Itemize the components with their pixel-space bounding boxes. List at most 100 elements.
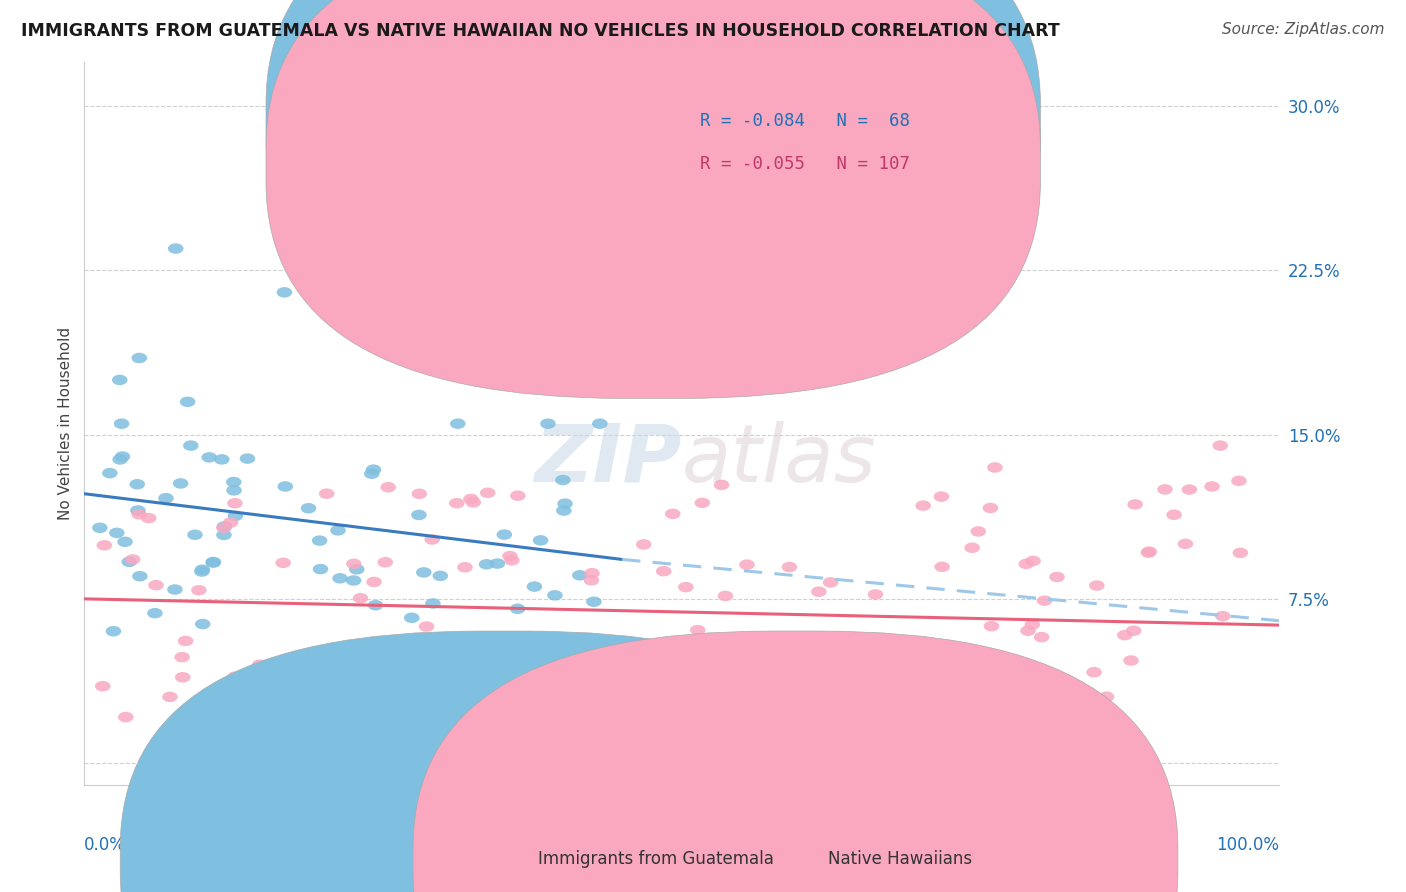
Ellipse shape bbox=[167, 244, 183, 254]
Ellipse shape bbox=[555, 505, 572, 516]
Ellipse shape bbox=[1090, 581, 1105, 591]
Ellipse shape bbox=[592, 418, 607, 429]
Ellipse shape bbox=[915, 500, 931, 511]
FancyBboxPatch shape bbox=[266, 0, 1040, 399]
Ellipse shape bbox=[239, 453, 256, 464]
Ellipse shape bbox=[319, 489, 335, 499]
Ellipse shape bbox=[174, 652, 190, 663]
Ellipse shape bbox=[224, 517, 239, 528]
Ellipse shape bbox=[252, 659, 267, 670]
Ellipse shape bbox=[121, 557, 136, 567]
Ellipse shape bbox=[457, 562, 472, 573]
Ellipse shape bbox=[572, 708, 588, 719]
Ellipse shape bbox=[1049, 572, 1064, 582]
Ellipse shape bbox=[159, 493, 174, 503]
Ellipse shape bbox=[1178, 539, 1194, 549]
Ellipse shape bbox=[661, 675, 676, 686]
Ellipse shape bbox=[183, 441, 198, 450]
Ellipse shape bbox=[125, 554, 141, 565]
Ellipse shape bbox=[349, 564, 364, 574]
Ellipse shape bbox=[416, 567, 432, 578]
Ellipse shape bbox=[277, 287, 292, 298]
Ellipse shape bbox=[437, 643, 453, 654]
Ellipse shape bbox=[1215, 611, 1230, 622]
Ellipse shape bbox=[217, 521, 232, 532]
Ellipse shape bbox=[214, 454, 229, 465]
Ellipse shape bbox=[827, 713, 842, 723]
Ellipse shape bbox=[479, 559, 495, 570]
Ellipse shape bbox=[1205, 481, 1220, 491]
FancyBboxPatch shape bbox=[610, 91, 921, 193]
Ellipse shape bbox=[132, 571, 148, 582]
Ellipse shape bbox=[256, 690, 271, 701]
Ellipse shape bbox=[112, 375, 128, 385]
Ellipse shape bbox=[1157, 484, 1173, 495]
Ellipse shape bbox=[586, 597, 602, 607]
Ellipse shape bbox=[465, 637, 481, 648]
Ellipse shape bbox=[1142, 547, 1157, 557]
Text: atlas: atlas bbox=[682, 421, 877, 499]
Ellipse shape bbox=[823, 577, 838, 588]
Ellipse shape bbox=[346, 558, 361, 569]
Ellipse shape bbox=[228, 498, 243, 508]
Ellipse shape bbox=[1126, 625, 1142, 636]
Ellipse shape bbox=[1021, 625, 1036, 636]
Ellipse shape bbox=[312, 535, 328, 546]
Text: R = -0.055   N = 107: R = -0.055 N = 107 bbox=[700, 155, 910, 173]
Ellipse shape bbox=[681, 647, 696, 657]
Ellipse shape bbox=[228, 510, 243, 521]
Ellipse shape bbox=[177, 636, 193, 646]
Ellipse shape bbox=[366, 577, 382, 587]
Ellipse shape bbox=[557, 499, 572, 509]
Ellipse shape bbox=[1033, 632, 1049, 642]
Ellipse shape bbox=[173, 478, 188, 489]
Ellipse shape bbox=[105, 626, 121, 637]
Ellipse shape bbox=[226, 477, 242, 487]
Ellipse shape bbox=[346, 575, 361, 586]
Ellipse shape bbox=[277, 481, 292, 491]
Ellipse shape bbox=[450, 418, 465, 429]
Ellipse shape bbox=[868, 590, 883, 599]
Ellipse shape bbox=[472, 656, 488, 666]
Ellipse shape bbox=[217, 523, 232, 533]
Text: 100.0%: 100.0% bbox=[1216, 836, 1279, 854]
Ellipse shape bbox=[174, 672, 190, 682]
Text: Source: ZipAtlas.com: Source: ZipAtlas.com bbox=[1222, 22, 1385, 37]
Ellipse shape bbox=[411, 509, 426, 520]
Ellipse shape bbox=[678, 582, 693, 592]
Ellipse shape bbox=[489, 558, 505, 569]
Ellipse shape bbox=[141, 513, 156, 524]
Ellipse shape bbox=[714, 480, 730, 491]
Ellipse shape bbox=[984, 621, 1000, 632]
Text: Immigrants from Guatemala: Immigrants from Guatemala bbox=[538, 850, 775, 869]
Ellipse shape bbox=[449, 498, 464, 508]
Ellipse shape bbox=[935, 562, 950, 572]
Ellipse shape bbox=[217, 530, 232, 541]
Ellipse shape bbox=[195, 619, 211, 630]
Ellipse shape bbox=[479, 488, 495, 498]
Ellipse shape bbox=[370, 681, 385, 690]
Ellipse shape bbox=[131, 505, 146, 516]
Ellipse shape bbox=[316, 692, 332, 703]
Ellipse shape bbox=[419, 621, 434, 632]
Ellipse shape bbox=[983, 694, 998, 705]
Ellipse shape bbox=[228, 672, 243, 681]
Ellipse shape bbox=[205, 557, 221, 567]
Ellipse shape bbox=[364, 468, 380, 479]
Ellipse shape bbox=[1140, 548, 1156, 558]
Ellipse shape bbox=[148, 607, 163, 618]
FancyBboxPatch shape bbox=[266, 0, 1040, 355]
Ellipse shape bbox=[1018, 558, 1033, 569]
Ellipse shape bbox=[343, 156, 359, 166]
Ellipse shape bbox=[214, 690, 229, 700]
Ellipse shape bbox=[583, 575, 599, 585]
Ellipse shape bbox=[93, 523, 108, 533]
Ellipse shape bbox=[965, 542, 980, 553]
Ellipse shape bbox=[717, 591, 733, 601]
Ellipse shape bbox=[690, 625, 706, 635]
Ellipse shape bbox=[404, 613, 419, 623]
Ellipse shape bbox=[162, 691, 177, 702]
Ellipse shape bbox=[1036, 595, 1052, 606]
Ellipse shape bbox=[636, 539, 651, 549]
Ellipse shape bbox=[505, 555, 520, 566]
